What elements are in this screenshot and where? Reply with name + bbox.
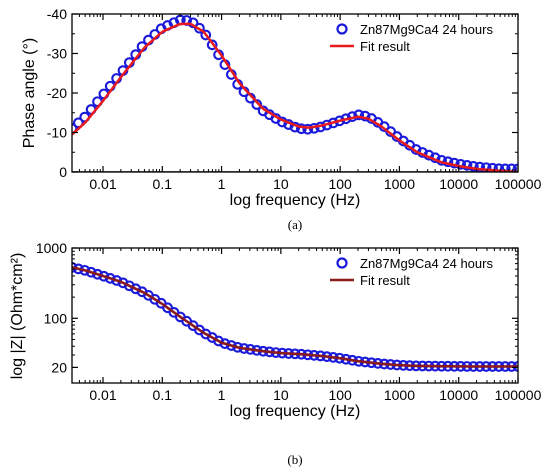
x-tick-label: 1 bbox=[218, 176, 226, 192]
phase-axis-ticks: 0.01 0.1 1 10 100 1000 10000 100000 -40 -30 -20 -10… bbox=[47, 6, 542, 192]
fit-line bbox=[72, 266, 518, 368]
data-point-measured bbox=[461, 160, 473, 171]
x-tick-label: 0.1 bbox=[153, 176, 173, 192]
data-point-measured bbox=[499, 163, 511, 172]
y-tick-label: 1000 bbox=[36, 240, 67, 256]
x-tick-label: 1000 bbox=[384, 176, 415, 192]
plot-clip-group bbox=[72, 14, 518, 172]
data-point-measured bbox=[468, 161, 479, 172]
data-point-measured bbox=[206, 39, 218, 51]
data-point-measured bbox=[512, 163, 518, 172]
y-tick-label: 100 bbox=[44, 310, 68, 326]
x-tick-label: 100 bbox=[328, 387, 352, 403]
x-tick-label: 10 bbox=[273, 176, 289, 192]
y-tick-label: 20 bbox=[51, 359, 67, 375]
legend-label-measured: Zn87Mg9Ca4 24 hours bbox=[360, 256, 493, 271]
impedance-legend: Zn87Mg9Ca4 24 hours Fit result bbox=[330, 256, 493, 288]
data-point-measured bbox=[302, 123, 314, 135]
data-point-measured bbox=[213, 335, 224, 347]
y-tick-label: -40 bbox=[47, 6, 67, 22]
fit-line bbox=[72, 22, 518, 172]
data-point-measured bbox=[92, 268, 103, 280]
x-tick-label: 1 bbox=[218, 387, 226, 403]
data-point-measured bbox=[506, 163, 517, 172]
impedance-x-axis-label: log frequency (Hz) bbox=[230, 403, 361, 420]
legend-marker-measured bbox=[336, 257, 348, 269]
phase-x-axis-label: log frequency (Hz) bbox=[230, 192, 361, 209]
data-point-measured bbox=[104, 272, 116, 284]
data-point-measured bbox=[353, 109, 365, 121]
x-tick-label: 0.01 bbox=[89, 387, 116, 403]
impedance-axis-ticks: 0.01 0.1 1 10 100 1000 10000 100000 20 100 1000 bbox=[36, 240, 542, 403]
phase-legend: Zn87Mg9Ca4 24 hours Fit result bbox=[330, 22, 493, 54]
legend-marker-measured bbox=[336, 23, 348, 35]
data-point-measured bbox=[296, 123, 307, 135]
y-tick-label: -20 bbox=[47, 85, 67, 101]
data-point-measured bbox=[72, 123, 78, 134]
data-point-measured bbox=[493, 163, 505, 172]
y-tick-label: -30 bbox=[47, 46, 67, 62]
data-point-measured bbox=[194, 22, 205, 34]
x-tick-label: 10 bbox=[273, 387, 289, 403]
phase-y-axis-label: Phase angle (°) bbox=[21, 38, 38, 148]
data-point-measured bbox=[111, 275, 122, 286]
x-tick-label: 100 bbox=[328, 176, 352, 192]
impedance-plot-frame bbox=[71, 247, 519, 384]
legend-label-measured: Zn87Mg9Ca4 24 hours bbox=[360, 22, 493, 37]
x-tick-label: 10000 bbox=[439, 387, 478, 403]
plot-clip-group bbox=[72, 262, 518, 372]
phase-plot-area bbox=[72, 14, 518, 172]
data-point-measured bbox=[98, 270, 110, 282]
y-tick-label: -10 bbox=[47, 125, 67, 141]
x-tick-label: 0.1 bbox=[153, 387, 173, 403]
x-tick-label: 0.01 bbox=[89, 176, 116, 192]
data-point-measured bbox=[487, 162, 498, 172]
x-tick-label: 100000 bbox=[495, 176, 542, 192]
legend-label-fit: Fit result bbox=[360, 273, 410, 288]
impedance-chart: 0.01 0.1 1 10 100 1000 10000 100000 20 100 1000 lo… bbox=[9, 240, 542, 467]
impedance-y-axis-label: log |Z| (Ohm*cm²) bbox=[9, 253, 26, 380]
x-tick-label: 100000 bbox=[495, 387, 542, 403]
phase-plot-frame bbox=[71, 13, 519, 173]
impedance-plot-area bbox=[72, 262, 518, 372]
phase-angle-chart: 0.01 0.1 1 10 100 1000 10000 100000 -40 -30 -20 -10… bbox=[21, 6, 542, 232]
y-tick-label: 0 bbox=[59, 164, 67, 180]
x-tick-label: 10000 bbox=[439, 176, 478, 192]
x-tick-label: 1000 bbox=[384, 387, 415, 403]
data-point-measured bbox=[200, 29, 212, 41]
panel-label-b: (b) bbox=[287, 452, 302, 467]
panel-label-a: (a) bbox=[288, 217, 302, 232]
legend-label-fit: Fit result bbox=[360, 39, 410, 54]
data-point-measured bbox=[85, 266, 97, 278]
